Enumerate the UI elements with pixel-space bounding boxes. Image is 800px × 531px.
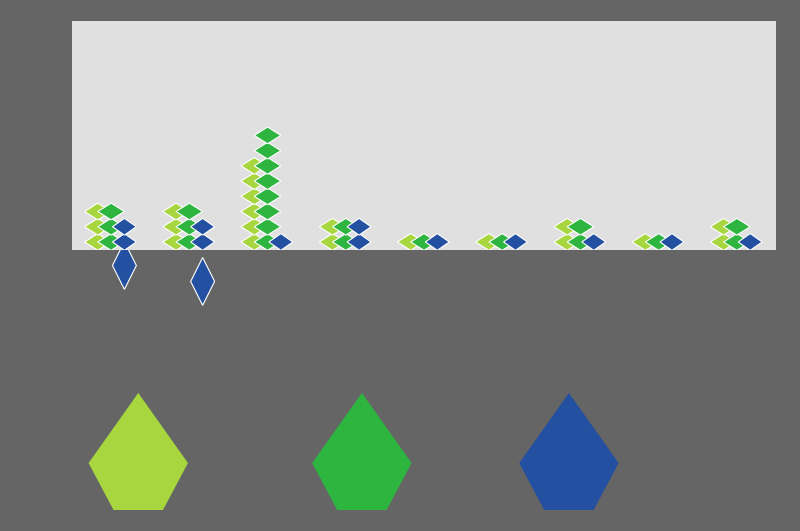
Polygon shape (426, 234, 450, 250)
Polygon shape (85, 203, 111, 220)
Polygon shape (723, 218, 750, 235)
Polygon shape (347, 234, 371, 250)
Polygon shape (410, 234, 438, 250)
Polygon shape (85, 218, 111, 235)
Polygon shape (113, 242, 136, 289)
Polygon shape (254, 188, 281, 204)
Polygon shape (646, 234, 672, 250)
Polygon shape (723, 234, 750, 250)
Polygon shape (254, 203, 281, 220)
Polygon shape (190, 258, 214, 305)
Polygon shape (241, 158, 267, 174)
Polygon shape (269, 234, 293, 250)
Polygon shape (89, 393, 188, 531)
Polygon shape (660, 234, 684, 250)
Polygon shape (85, 234, 111, 250)
Polygon shape (710, 218, 737, 235)
Polygon shape (162, 203, 190, 220)
Polygon shape (489, 234, 515, 250)
Polygon shape (347, 218, 371, 235)
Polygon shape (241, 218, 267, 235)
Polygon shape (190, 234, 214, 250)
Polygon shape (582, 234, 606, 250)
Polygon shape (241, 203, 267, 220)
Polygon shape (113, 218, 136, 235)
Polygon shape (319, 234, 346, 250)
Polygon shape (738, 234, 762, 250)
Polygon shape (190, 218, 214, 235)
Polygon shape (333, 218, 359, 235)
Polygon shape (254, 218, 281, 235)
Polygon shape (254, 234, 281, 250)
Polygon shape (98, 234, 125, 250)
Polygon shape (162, 234, 190, 250)
Polygon shape (519, 393, 618, 531)
Polygon shape (476, 234, 502, 250)
Polygon shape (241, 173, 267, 190)
Polygon shape (98, 218, 125, 235)
Polygon shape (162, 218, 190, 235)
Polygon shape (113, 234, 136, 250)
Polygon shape (254, 127, 281, 144)
Polygon shape (254, 158, 281, 174)
Polygon shape (503, 234, 527, 250)
Polygon shape (567, 218, 594, 235)
Polygon shape (312, 393, 411, 531)
Polygon shape (398, 234, 424, 250)
Polygon shape (176, 234, 202, 250)
Polygon shape (567, 234, 594, 250)
Polygon shape (241, 188, 267, 204)
Polygon shape (319, 218, 346, 235)
Polygon shape (254, 142, 281, 159)
Polygon shape (176, 203, 202, 220)
Polygon shape (632, 234, 658, 250)
Polygon shape (241, 234, 267, 250)
Polygon shape (554, 234, 581, 250)
Polygon shape (333, 234, 359, 250)
Polygon shape (710, 234, 737, 250)
Polygon shape (98, 203, 125, 220)
Polygon shape (176, 218, 202, 235)
Polygon shape (554, 218, 581, 235)
Polygon shape (254, 173, 281, 190)
